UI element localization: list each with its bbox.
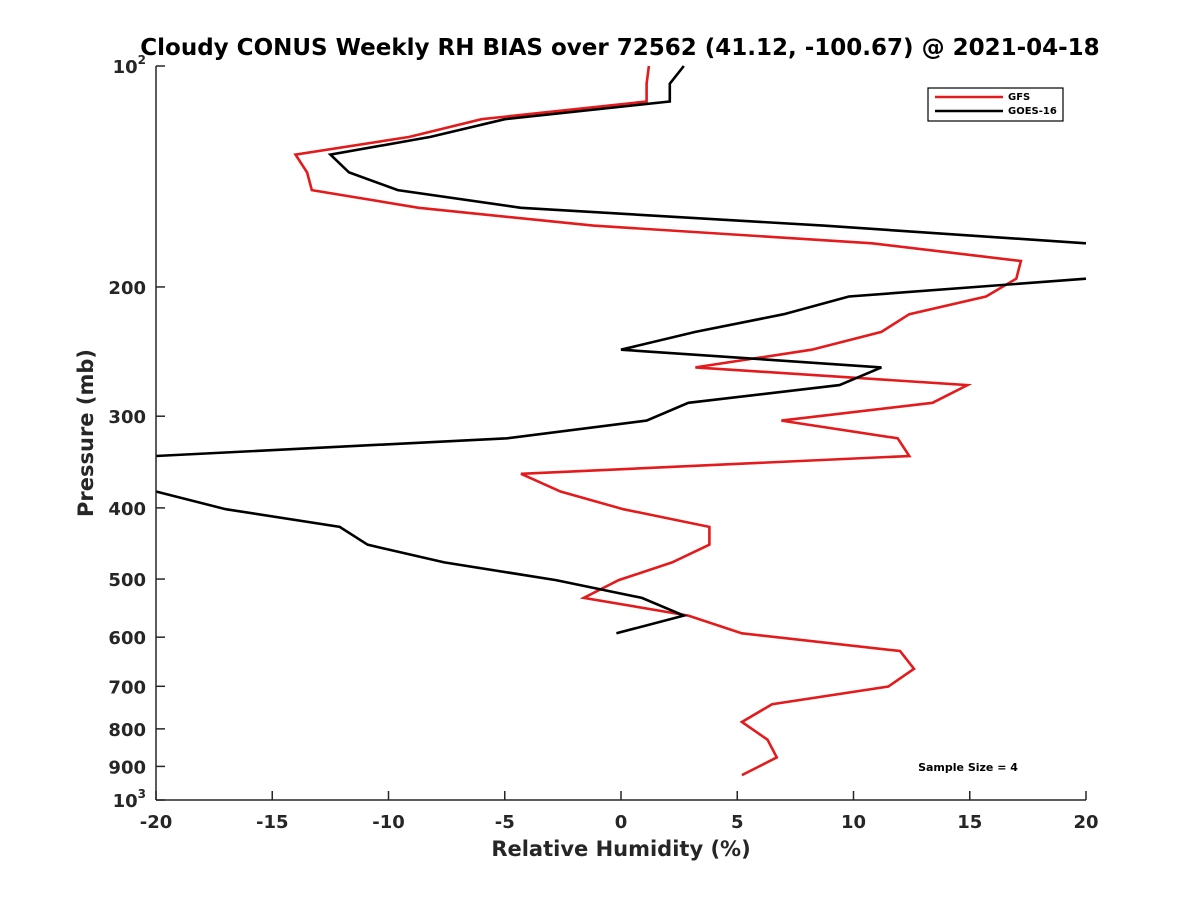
sample-size-annotation: Sample Size = 4 — [918, 761, 1018, 774]
legend: GFS GOES-16 — [927, 87, 1064, 122]
x-tick-label: -15 — [256, 812, 289, 833]
y-tick-label: 800 — [108, 720, 146, 741]
x-tick-label: -5 — [495, 812, 515, 833]
y-tick-label: 700 — [108, 677, 146, 698]
y-tick-label: 600 — [108, 628, 146, 649]
y-tick-label: 400 — [108, 499, 146, 520]
x-tick-label: -10 — [372, 812, 405, 833]
plot-area — [156, 66, 1086, 800]
y-ticks: 102 200 300 400 500 600 700 800 900 103 — [108, 53, 165, 812]
series-line-gfs — [293, 65, 1023, 777]
y-tick-label: 900 — [108, 757, 146, 778]
series-line-goes16 — [155, 277, 1087, 458]
y-axis-label: Pressure (mb) — [74, 349, 98, 517]
series-layer — [155, 65, 1087, 777]
x-tick-label: 5 — [731, 812, 744, 833]
legend-box — [927, 87, 1064, 122]
series-line-goes16 — [327, 65, 1087, 245]
y-tick-label: 200 — [108, 278, 146, 299]
x-tick-label: 20 — [1073, 812, 1098, 833]
x-tick-label: 0 — [615, 812, 628, 833]
x-tick-label: 10 — [841, 812, 866, 833]
x-ticks: -20 -15 -10 -5 0 5 10 15 20 — [140, 791, 1099, 833]
y-tick-label: 103 — [113, 787, 146, 812]
y-tick-label: 500 — [108, 570, 146, 591]
x-tick-label: -20 — [140, 812, 173, 833]
x-axis-label: Relative Humidity (%) — [491, 837, 750, 861]
legend-label-gfs: GFS — [1008, 92, 1030, 103]
series-line-goes16 — [155, 490, 688, 635]
x-tick-label: 15 — [957, 812, 982, 833]
legend-label-goes16: GOES-16 — [1008, 106, 1057, 117]
y-tick-label: 300 — [108, 407, 146, 428]
y-tick-label: 102 — [113, 53, 146, 78]
chart-title: Cloudy CONUS Weekly RH BIAS over 72562 (… — [140, 35, 1099, 61]
